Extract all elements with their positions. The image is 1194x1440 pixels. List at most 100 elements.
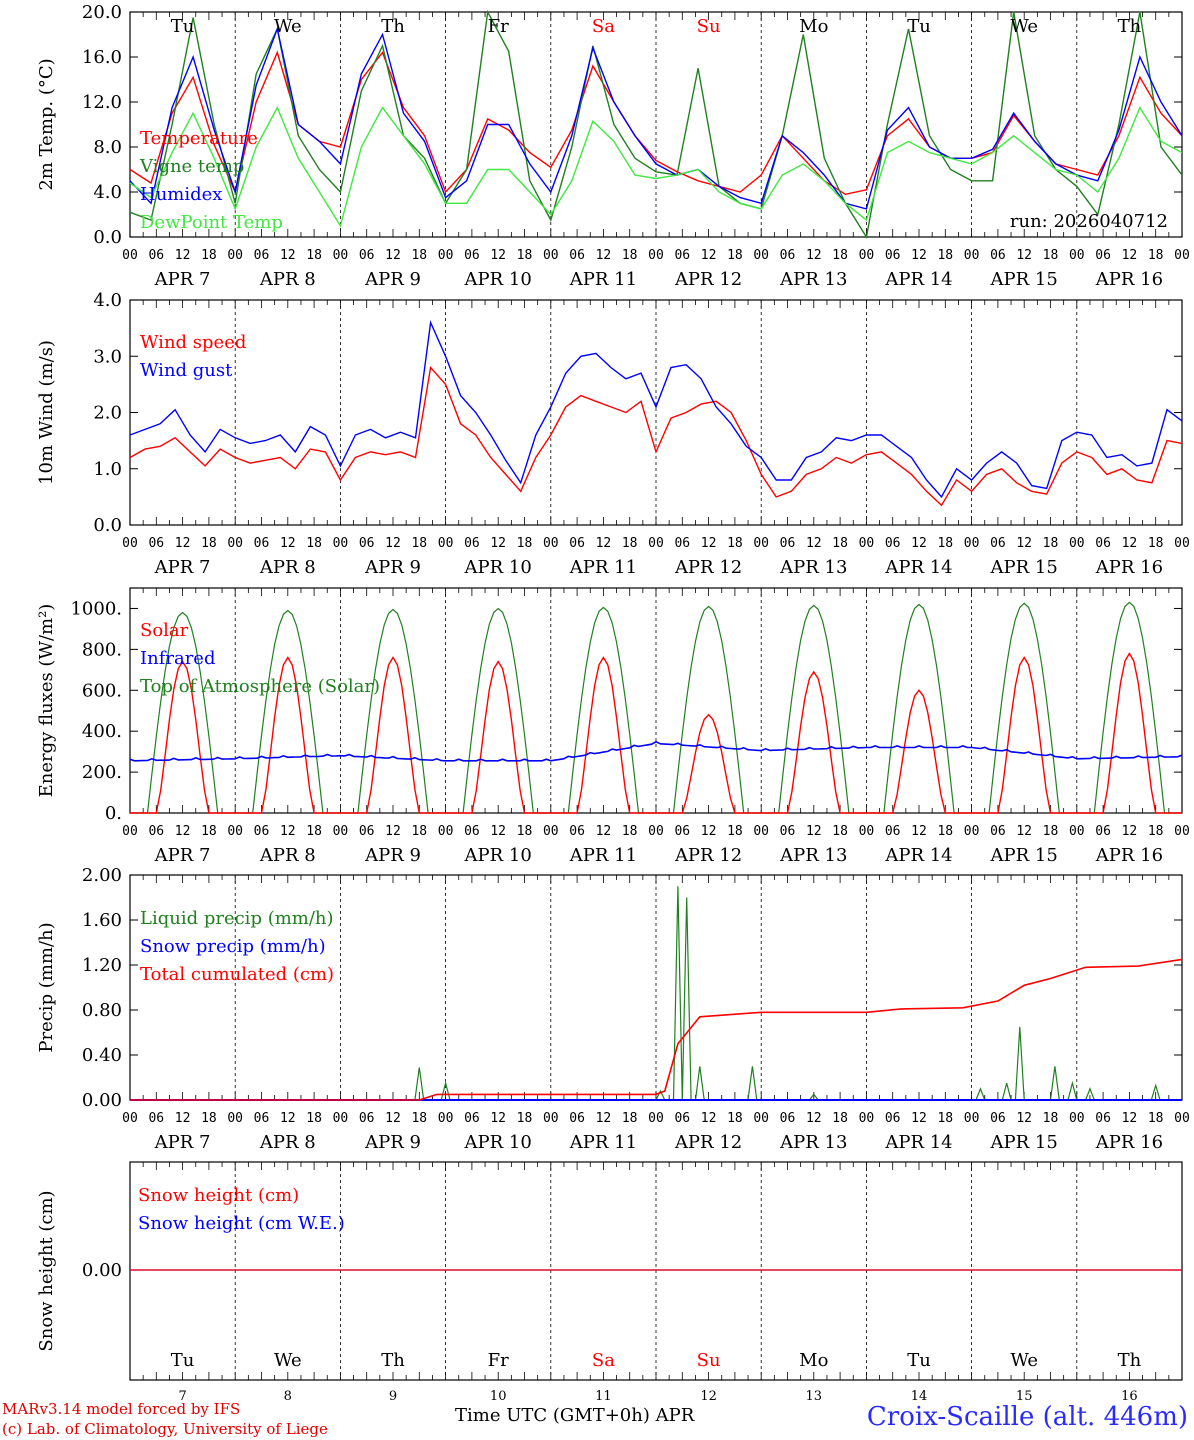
hour-tick-label: 06 [990,248,1006,263]
hour-tick-label: 06 [148,248,164,263]
hour-tick-label: 00 [648,248,664,263]
hour-tick-label: 18 [201,248,217,263]
hour-tick-label: 00 [122,536,138,551]
legend-entry: Infrared [140,648,215,669]
hour-tick-label: 00 [1174,1111,1190,1126]
day-abbr: Su [697,16,721,37]
hour-tick-label: 12 [596,824,612,839]
panel-frame-2 [129,299,1183,526]
hour-tick-label: 00 [859,248,875,263]
series-line-vigne-temp [129,9,1183,239]
y-tick-label: 0.40 [82,1045,122,1066]
hour-tick-label: 18 [937,824,953,839]
station-name: Croix-Scaille (alt. 446m) [866,1402,1188,1432]
hour-tick-label: 12 [385,536,401,551]
date-label: APR 12 [674,1132,742,1153]
series-line-liquid-precip [130,886,1182,1101]
hour-tick-label: 00 [122,1111,138,1126]
y-tick-label: 400. [82,721,122,742]
hour-tick-label: 00 [1069,824,1085,839]
hour-tick-label: 12 [1122,1111,1138,1126]
date-label: APR 15 [990,1132,1058,1153]
hour-tick-label: 18 [937,536,953,551]
day-number: 13 [806,1389,823,1404]
y-tick-label: 1000. [70,598,122,619]
date-label: APR 8 [259,845,316,866]
date-label: APR 10 [464,269,532,290]
y-tick-label: 800. [82,639,122,660]
hour-tick-label: 18 [411,1111,427,1126]
hour-tick-label: 12 [1122,536,1138,551]
hour-tick-label: 00 [1069,536,1085,551]
hour-tick-label: 12 [806,248,822,263]
date-label: APR 16 [1095,557,1163,578]
hour-tick-label: 00 [333,248,349,263]
hour-tick-label: 06 [148,536,164,551]
y-tick-label: 8.0 [93,137,122,158]
day-abbr: Th [1118,1350,1142,1371]
y-tick-label: 200. [82,762,122,783]
y-axis-label: 2m Temp. (°C) [36,58,57,190]
hour-tick-label: 06 [359,824,375,839]
hour-tick-label: 12 [701,824,717,839]
y-tick-label: 0.80 [82,1000,122,1021]
date-label: APR 11 [569,269,637,290]
legend-entry: Snow height (cm) [138,1185,299,1206]
hour-tick-label: 06 [1095,824,1111,839]
hour-tick-label: 18 [201,1111,217,1126]
date-label: APR 14 [884,269,952,290]
y-tick-label: 600. [82,680,122,701]
hour-tick-label: 18 [937,1111,953,1126]
date-label: APR 16 [1095,269,1163,290]
date-label: APR 15 [990,845,1058,866]
hour-tick-label: 06 [885,536,901,551]
hour-tick-label: 00 [1174,536,1190,551]
legend-entry: Wind speed [140,332,246,353]
date-label: APR 10 [464,1132,532,1153]
legend-entry: Temperature [140,128,258,149]
hour-tick-label: 00 [648,536,664,551]
date-label: APR 13 [779,845,847,866]
hour-tick-label: 18 [517,536,533,551]
day-abbr: Th [381,1350,405,1371]
series-line-infrared [129,740,1183,762]
y-tick-label: 0.0 [93,515,122,536]
day-abbr: We [274,1350,302,1371]
y-tick-label: 1.60 [82,910,122,931]
hour-tick-label: 18 [832,536,848,551]
date-label: APR 13 [779,1132,847,1153]
legend-entry: Top of Atmosphere (Solar) [140,676,380,697]
hour-tick-label: 06 [780,536,796,551]
hour-tick-label: 00 [438,824,454,839]
hour-tick-label: 00 [543,1111,559,1126]
hour-tick-label: 00 [543,824,559,839]
hour-tick-label: 12 [1016,824,1032,839]
hour-tick-label: 12 [1122,248,1138,263]
hour-tick-label: 06 [254,1111,270,1126]
day-abbr: Fr [488,1350,509,1371]
date-label: APR 7 [154,1132,211,1153]
hour-tick-label: 00 [1069,248,1085,263]
hour-tick-label: 12 [490,536,506,551]
hour-tick-label: 00 [438,248,454,263]
hour-tick-label: 00 [438,1111,454,1126]
hour-tick-label: 18 [517,248,533,263]
hour-tick-label: 18 [1043,248,1059,263]
series-line-dewpoint-temp [129,105,1183,228]
hour-tick-label: 12 [806,824,822,839]
date-label: APR 11 [569,557,637,578]
hour-tick-label: 12 [596,1111,612,1126]
hour-tick-label: 06 [674,248,690,263]
day-abbr: Th [381,16,405,37]
hour-tick-label: 18 [832,824,848,839]
hour-tick-label: 12 [1016,1111,1032,1126]
y-tick-label: 0. [105,803,122,824]
hour-tick-label: 06 [464,1111,480,1126]
hour-tick-label: 00 [648,824,664,839]
y-tick-label: 4.0 [93,182,122,203]
y-tick-label: 0.00 [82,1260,122,1281]
hour-tick-label: 06 [990,536,1006,551]
date-label: APR 8 [259,557,316,578]
y-tick-label: 1.20 [82,955,122,976]
